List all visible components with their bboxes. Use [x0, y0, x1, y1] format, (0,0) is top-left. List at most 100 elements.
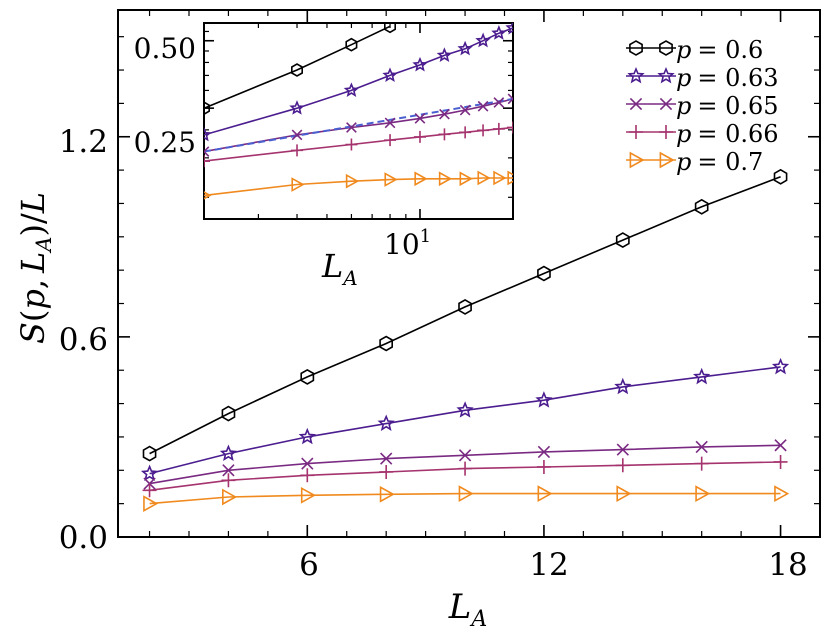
legend-marker-p-0.65 [626, 97, 676, 111]
inset-data-point-p=0.66-2 [204, 155, 210, 168]
inset-data-point-p=0.7-8 [384, 172, 398, 187]
inset-series-line-p=0.63 [204, 27, 513, 136]
inset-data-point-p=0.65-12 [439, 108, 450, 120]
inset-data-point-p=0.7-10 [414, 171, 428, 187]
legend-symbol-left [629, 151, 645, 169]
inset-series-line-p=0.7 [204, 177, 513, 197]
data-point-p=0.6-12 [537, 265, 551, 282]
data-point-p=0.66-10 [458, 461, 473, 476]
inset-data-point-p=0.65-16 [477, 100, 489, 112]
legend-symbol-left [629, 40, 643, 56]
inset-data-point-p=0.66-16 [477, 124, 490, 137]
legend-entry-p-0.65: p = 0.65 [626, 92, 779, 120]
legend-label-p-0.66: p = 0.66 [676, 120, 779, 148]
legend-symbol-right [659, 151, 675, 169]
inset-series-lines [204, 25, 513, 197]
data-point-p=0.6-16 [694, 198, 709, 215]
inset-data-point-p=0.6-2 [204, 101, 210, 116]
data-point-p=0.66-4 [221, 473, 236, 488]
inset-data-point-p=0.65-20 [507, 93, 513, 105]
data-point-p=0.6-8 [379, 335, 394, 352]
data-point-p=0.6-2 [142, 445, 157, 462]
inset-series-line-p=0.6 [204, 25, 391, 109]
data-point-p=0.65-8 [380, 452, 393, 465]
data-point-p=0.63-2 [140, 464, 159, 482]
inset-data-point-p=0.6-4 [290, 63, 304, 77]
legend-entry-p-0.66: p = 0.66 [626, 120, 779, 148]
inset-data-point-p=0.7-2 [204, 191, 212, 200]
legend-symbol-left [629, 97, 643, 111]
inset-data-point-p=0.63-14 [457, 40, 473, 56]
x-tick-label-12: 12 [529, 547, 568, 583]
inset-data-point-p=0.63-20 [505, 23, 513, 35]
data-point-p=0.7-2 [143, 495, 159, 513]
data-point-p=0.65-4 [222, 464, 235, 477]
inset-data-point-p=0.63-12 [436, 47, 453, 63]
data-point-p=0.6-10 [458, 298, 472, 315]
inset-data-point-p=0.7-6 [345, 173, 360, 189]
data-point-p=0.66-8 [379, 464, 394, 479]
data-point-p=0.7-18 [774, 485, 790, 502]
legend-marker-p-0.63 [626, 66, 676, 84]
main-plot-frame [117, 9, 821, 538]
data-point-p=0.7-6 [300, 486, 316, 504]
data-point-p=0.65-12 [537, 445, 551, 459]
inset-data-point-p=0.7-20 [507, 170, 513, 186]
main-plot: 6 12 18 0.0 0.6 1.2 LA S(p,LA)/L [14, 9, 821, 632]
legend-entry-p-0.6: p = 0.6 [626, 36, 763, 64]
inset-data-point-p=0.7-14 [459, 171, 473, 187]
inset-data-point-p=0.63-6 [343, 82, 360, 98]
legend-label-p-0.65: p = 0.65 [676, 92, 779, 120]
legend-symbol-right [657, 66, 675, 84]
legend-symbol-right [659, 40, 673, 56]
data-point-p=0.65-18 [774, 439, 787, 452]
x-axis-label: LA [448, 587, 487, 632]
data-point-p=0.65-10 [458, 449, 472, 462]
inset-series-line-p=0.66 [204, 126, 513, 162]
data-point-p=0.66-2 [142, 483, 157, 498]
legend-label-p-0.7: p = 0.7 [676, 148, 763, 176]
data-point-p=0.66-18 [773, 454, 788, 469]
inset-data-point-p=0.66-8 [384, 134, 397, 147]
data-point-p=0.66-14 [615, 458, 630, 473]
inset-fit-line [204, 97, 513, 153]
data-point-p=0.63-18 [771, 357, 790, 375]
inset-data-point-p=0.66-4 [291, 144, 304, 157]
legend-symbol-right [659, 125, 673, 139]
data-point-p=0.7-16 [695, 485, 711, 502]
inset-data-point-p=0.63-10 [412, 56, 428, 72]
inset-data-point-p=0.65-18 [493, 97, 505, 108]
inset-data-point-p=0.65-4 [291, 129, 303, 141]
main-ticks [118, 10, 821, 538]
data-point-p=0.63-16 [692, 367, 711, 385]
inset-y-tick-label-0.50: 0.50 [134, 32, 196, 65]
series-line-p=0.6 [149, 176, 781, 455]
series-line-p=0.7 [149, 492, 781, 505]
inset-data-point-p=0.66-6 [345, 138, 358, 151]
legend-marker-p-0.6 [626, 40, 676, 56]
inset-data-point-p=0.63-8 [382, 67, 398, 83]
legend-entry-p-0.7: p = 0.7 [626, 148, 763, 176]
inset-data-point-p=0.7-16 [477, 170, 491, 186]
inset-data-point-p=0.66-18 [492, 122, 505, 135]
data-point-p=0.66-16 [694, 456, 709, 471]
main-series-markers [140, 168, 790, 513]
data-point-p=0.63-8 [377, 414, 395, 432]
inset-data-point-p=0.6-6 [345, 37, 358, 52]
data-point-p=0.63-4 [219, 444, 238, 461]
data-point-p=0.7-4 [222, 488, 238, 506]
data-point-p=0.63-6 [298, 427, 317, 445]
x-tick-label-18: 18 [768, 547, 807, 583]
inset-data-point-p=0.66-10 [413, 130, 426, 143]
inset-data-point-p=0.7-12 [438, 171, 453, 187]
inset-data-point-p=0.66-14 [459, 126, 472, 139]
inset-data-point-p=0.63-16 [475, 32, 491, 48]
inset-data-point-p=0.65-10 [414, 113, 426, 124]
x-tick-label-6: 6 [299, 547, 319, 583]
data-point-p=0.65-16 [695, 440, 708, 454]
data-point-p=0.66-6 [300, 468, 315, 483]
data-point-p=0.66-12 [536, 459, 551, 474]
y-tick-label-1.2: 1.2 [59, 124, 108, 160]
y-tick-label-0: 0.0 [59, 520, 108, 556]
